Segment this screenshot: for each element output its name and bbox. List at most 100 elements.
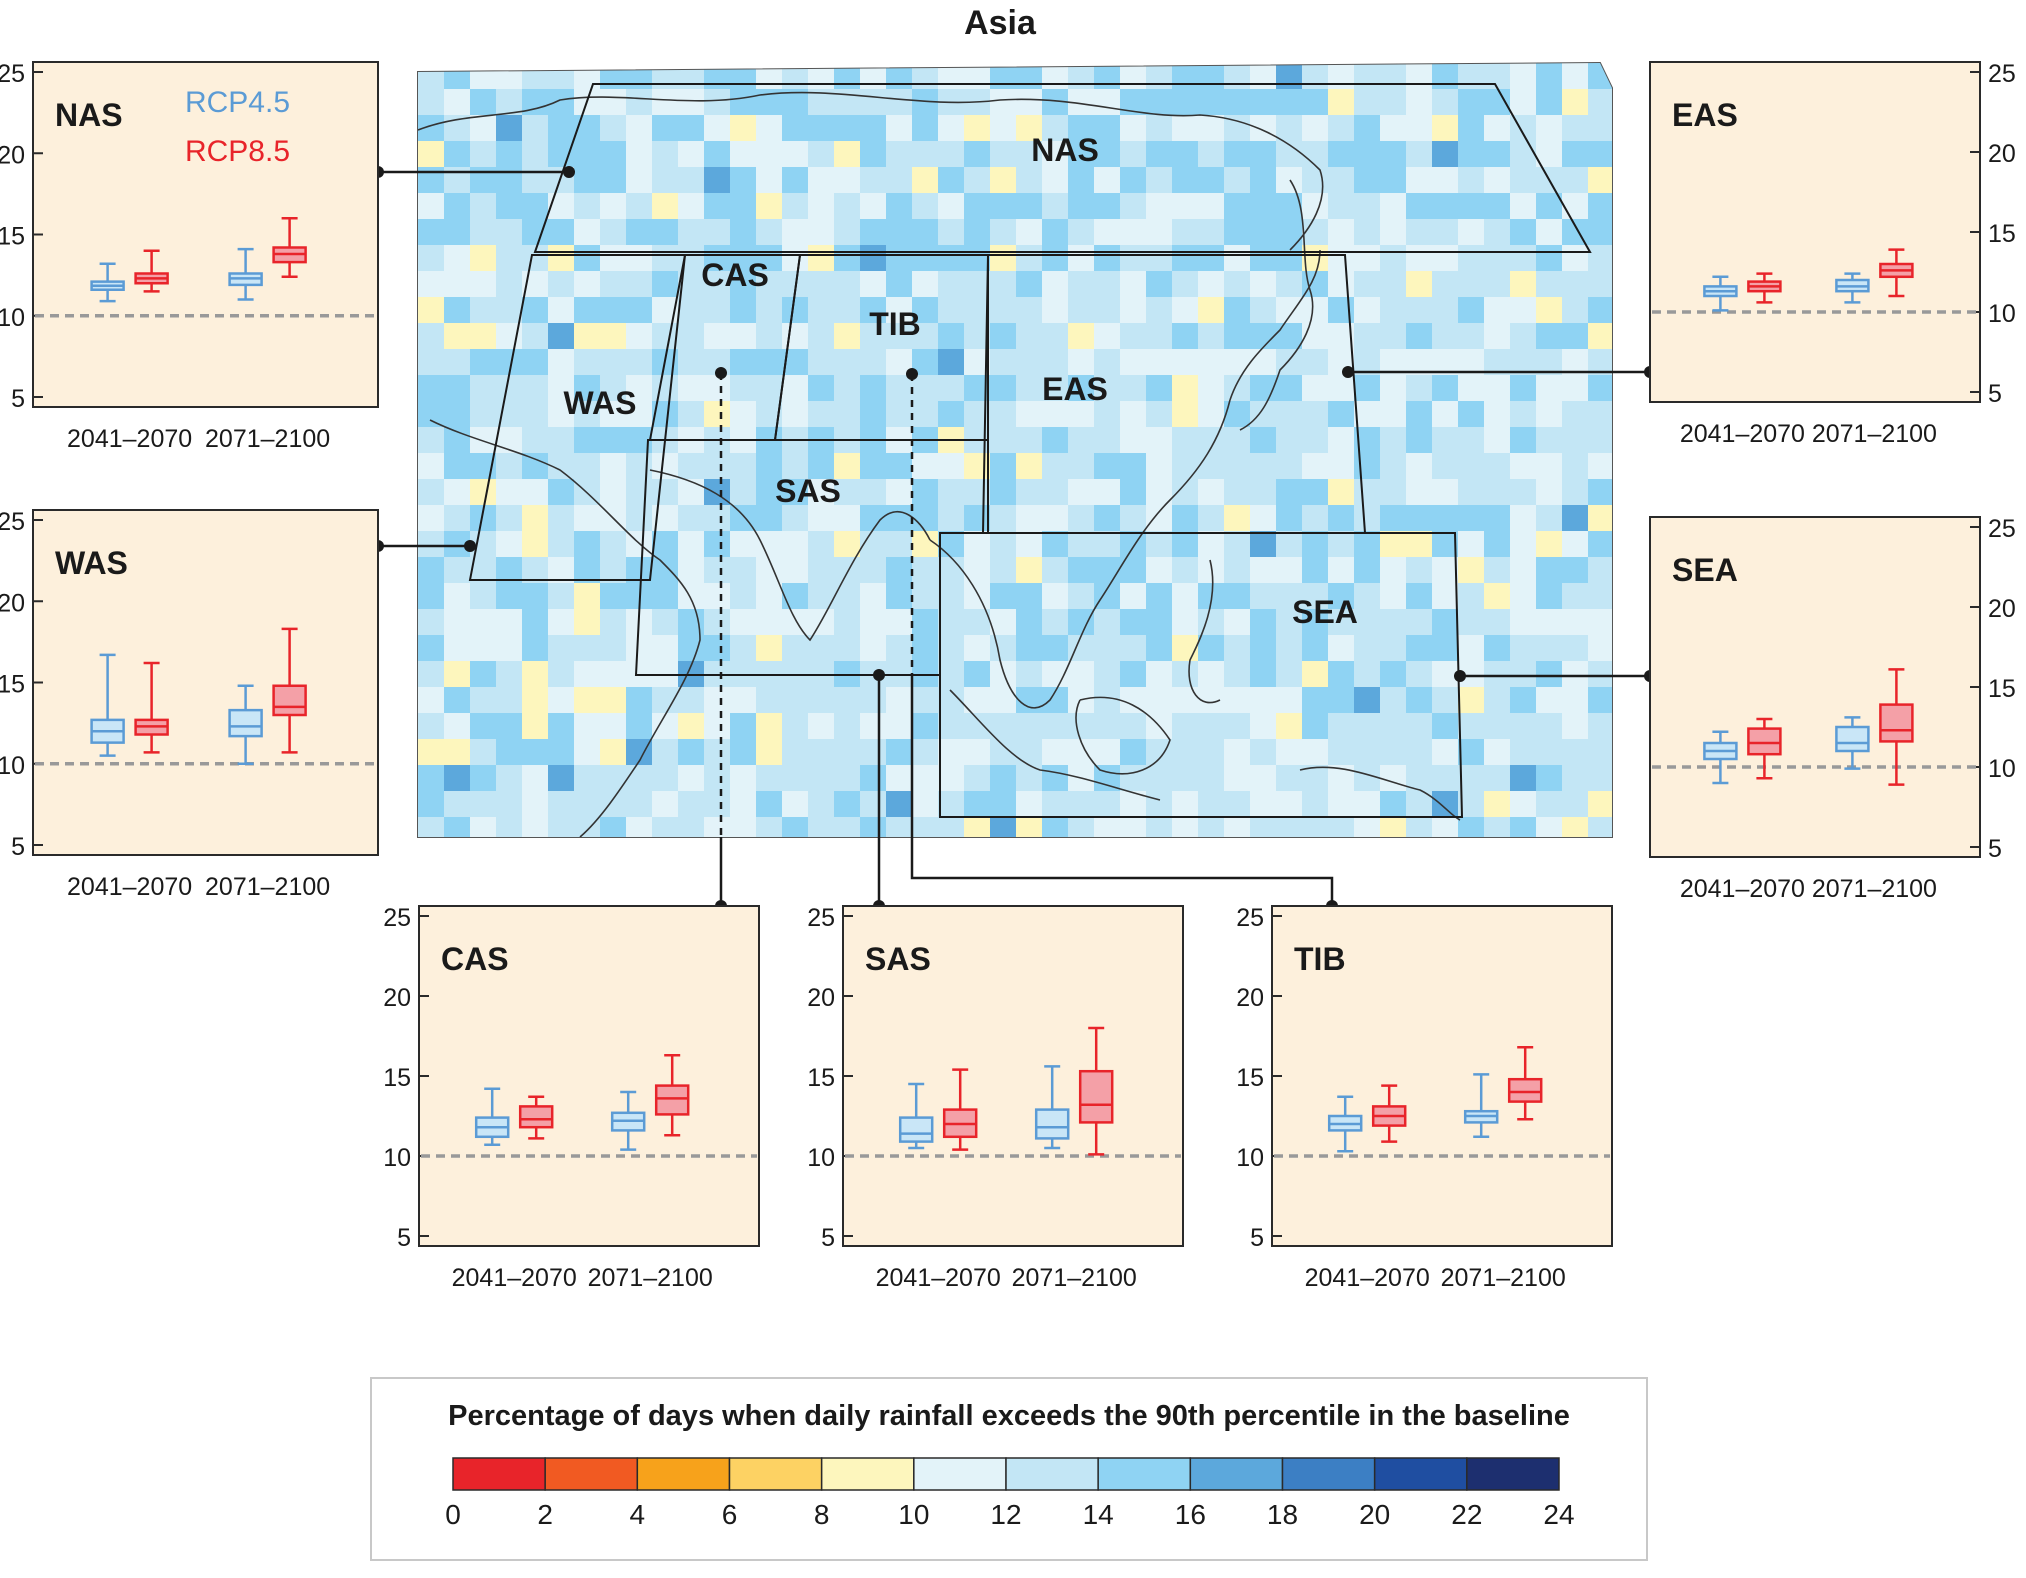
panel-nas: NAS 5 10 15 20 25 2041–2070 2071–2100: [0, 60, 379, 453]
colorbar-cell: [1373, 1457, 1468, 1491]
y-tick-label: 10: [1988, 300, 2016, 328]
box-rcp45-0: [90, 262, 125, 303]
colorbar-cell: [544, 1457, 639, 1491]
box-rcp85-0: [134, 249, 169, 293]
region-was: [468, 254, 687, 581]
region-sea: [939, 532, 1464, 818]
panel-title: SAS: [865, 941, 931, 977]
y-tick-label: 10: [0, 752, 25, 780]
colorbar-tick-label: 0: [445, 1499, 461, 1530]
box-rcp85-0: [134, 661, 169, 754]
box-rcp85-1: [272, 217, 307, 278]
map-label-nas: NAS: [1031, 132, 1099, 168]
map-label-sas: SAS: [775, 473, 841, 509]
x-tick-label: 2071–2100: [1812, 875, 1937, 903]
colorbar-cell: [820, 1457, 915, 1491]
y-tick-label: 25: [0, 508, 25, 536]
box-rcp45-0: [90, 653, 125, 757]
y-tick-label: 10: [1236, 1144, 1264, 1172]
x-tick-label: 2041–2070: [1305, 1264, 1430, 1292]
box-rcp45-0: [1703, 275, 1738, 312]
y-tick-label: 15: [807, 1064, 835, 1092]
box-rcp45-1: [1463, 1073, 1499, 1139]
y-tick-label: 5: [11, 385, 25, 413]
box-rcp45-0: [1327, 1095, 1363, 1153]
x-tick-label: 2041–2070: [876, 1264, 1001, 1292]
y-tick-label: 10: [0, 304, 25, 332]
colorbar-tick-label: 14: [1083, 1499, 1114, 1530]
colorbar-cell: [1189, 1457, 1284, 1491]
panel-frame: [842, 905, 1184, 1247]
box-rcp45-1: [610, 1090, 646, 1151]
box-rcp45-0: [898, 1082, 934, 1150]
panel-frame: [418, 905, 760, 1247]
x-tick-label: 2041–2070: [1680, 875, 1805, 903]
panel-frame: [32, 61, 379, 408]
box-rcp85-1: [1879, 248, 1914, 298]
y-tick-label: 25: [0, 60, 25, 88]
map-raster: [418, 63, 1612, 837]
y-tick-label: 10: [807, 1144, 835, 1172]
colorbar-tick-label: 20: [1359, 1499, 1390, 1530]
connector-tib: [910, 675, 1334, 906]
box-rcp45-0: [474, 1087, 510, 1147]
panel-cas: CAS 5 10 15 20 25 2041–2070 2071–2100: [383, 904, 760, 1292]
map-label-tib: TIB: [869, 306, 921, 342]
panel-title: WAS: [55, 545, 128, 581]
connector-dot: [873, 669, 885, 681]
region-nas: [533, 83, 1592, 253]
box-rcp85-0: [518, 1095, 554, 1140]
legend-rcp85: RCP8.5: [185, 135, 290, 168]
asia-map: NAS CAS TIB WAS EAS SAS SEA: [417, 61, 1613, 838]
box-rcp85-1: [1507, 1045, 1543, 1121]
panel-sea: SEA 5 10 15 20 25 2041–2070 2071–2100: [1649, 515, 2016, 903]
colorbar-cell: [728, 1457, 823, 1491]
panel-eas: EAS 5 10 15 20 25 2041–2070 2071–2100: [1649, 60, 2016, 448]
y-tick-label: 25: [1988, 60, 2016, 88]
colorbar-tick-label: 6: [722, 1499, 738, 1530]
colorbar-tick-label: 24: [1543, 1499, 1574, 1530]
colorbar: Percentage of days when daily rainfall e…: [370, 1377, 1648, 1561]
y-tick-label: 10: [1988, 755, 2016, 783]
colorbar-tick-label: 16: [1175, 1499, 1206, 1530]
colorbar-tick-label: 8: [814, 1499, 830, 1530]
y-tick-label: 20: [383, 984, 411, 1012]
connector-dot: [1342, 366, 1354, 378]
panel-title: TIB: [1294, 941, 1346, 977]
x-tick-label: 2071–2100: [1012, 1264, 1137, 1292]
box-rcp85-1: [654, 1053, 690, 1137]
figure-title: Asia: [964, 4, 1037, 42]
connector-dot: [906, 368, 918, 380]
colorbar-tick-label: 12: [990, 1499, 1021, 1530]
map-label-sea: SEA: [1292, 594, 1358, 630]
panel-frame: [1649, 516, 1981, 858]
y-tick-label: 20: [1988, 595, 2016, 623]
connector-dot: [563, 166, 575, 178]
x-tick-label: 2071–2100: [1441, 1264, 1566, 1292]
y-tick-label: 20: [0, 589, 25, 617]
colorbar-cell: [452, 1457, 546, 1491]
map-label-was: WAS: [564, 385, 637, 421]
panel-tib: TIB 5 10 15 20 25 2041–2070 2071–2100: [1236, 904, 1613, 1292]
map-label-eas: EAS: [1042, 371, 1108, 407]
y-tick-label: 25: [1236, 904, 1264, 932]
y-tick-label: 15: [1236, 1064, 1264, 1092]
colorbar-tick-label: 18: [1267, 1499, 1298, 1530]
y-tick-label: 10: [383, 1144, 411, 1172]
x-tick-label: 2071–2100: [205, 873, 330, 901]
y-tick-label: 15: [0, 671, 25, 699]
x-tick-label: 2071–2100: [588, 1264, 713, 1292]
x-tick-label: 2041–2070: [452, 1264, 577, 1292]
colorbar-cell: [1097, 1457, 1192, 1491]
legend-rcp45: RCP4.5: [185, 86, 290, 119]
box-rcp85-0: [1371, 1084, 1407, 1143]
panel-frame: [32, 509, 379, 856]
colorbar-tick-label: 4: [630, 1499, 646, 1530]
box-rcp45-0: [1703, 730, 1738, 785]
panel-title: CAS: [441, 941, 509, 977]
y-tick-label: 25: [383, 904, 411, 932]
panel-title: NAS: [55, 97, 123, 133]
box-rcp85-1: [1078, 1026, 1114, 1156]
